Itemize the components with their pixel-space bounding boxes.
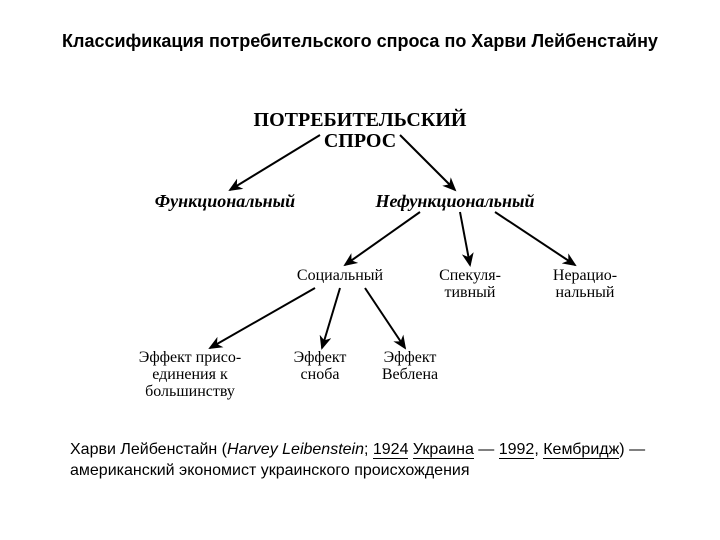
node-irrational: Нерацио- нальный — [540, 268, 630, 302]
node-bandwagon-l3: большинству — [145, 383, 235, 400]
footnote-open: ( — [217, 441, 227, 458]
node-speculative-l2: тивный — [445, 284, 496, 301]
node-irrational-l2: нальный — [556, 284, 615, 301]
footnote-place2[interactable]: Кембридж — [543, 441, 619, 459]
node-speculative: Спекуля- тивный — [425, 268, 515, 302]
node-veblen: Эффект Веблена — [375, 350, 445, 384]
node-bandwagon: Эффект присо- единения к большинству — [125, 350, 255, 400]
node-speculative-l1: Спекуля- — [439, 267, 501, 284]
footnote-place1[interactable]: Украина — [413, 441, 474, 459]
slide-title: Классификация потребительского спроса по… — [60, 30, 660, 53]
node-snob-l1: Эффект — [294, 349, 347, 366]
node-snob: Эффект сноба — [285, 350, 355, 384]
node-functional: Функциональный — [145, 192, 305, 211]
footnote-name-ru: Харви Лейбенстайн — [70, 441, 217, 458]
footnote-dash: — — [474, 441, 499, 458]
footnote-comma: , — [534, 441, 543, 458]
node-bandwagon-l2: единения к — [152, 366, 228, 383]
node-veblen-l2: Веблена — [382, 366, 438, 383]
node-veblen-l1: Эффект — [384, 349, 437, 366]
node-snob-l2: сноба — [301, 366, 340, 383]
footnote-year1[interactable]: 1924 — [373, 441, 409, 459]
node-bandwagon-l1: Эффект присо- — [139, 349, 241, 366]
footnote-sep1: ; — [364, 441, 373, 458]
node-social: Социальный — [290, 268, 390, 285]
slide: Классификация потребительского спроса по… — [0, 0, 720, 540]
node-root: ПОТРЕБИТЕЛЬСКИЙ СПРОС — [220, 110, 500, 152]
footnote-name-en: Harvey Leibenstein — [227, 441, 364, 458]
node-nonfunctional: Нефункциональный — [370, 192, 540, 211]
footnote-year2[interactable]: 1992 — [499, 441, 535, 459]
node-irrational-l1: Нерацио- — [553, 267, 617, 284]
footnote: Харви Лейбенстайн (Harvey Leibenstein; 1… — [70, 439, 660, 482]
